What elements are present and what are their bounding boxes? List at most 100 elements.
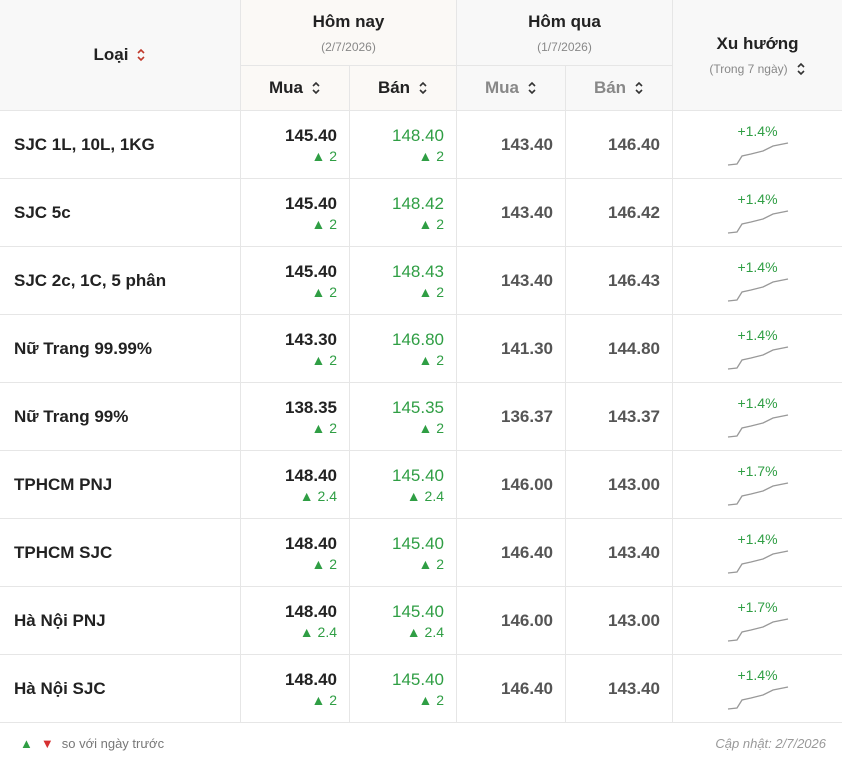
sort-icon[interactable] bbox=[136, 48, 146, 62]
sub-label: Mua bbox=[269, 78, 321, 98]
today-sell: 145.40 ▲ 2 bbox=[349, 655, 456, 723]
sub-text[interactable]: Bán bbox=[593, 78, 627, 97]
yesterday-sell: 143.40 bbox=[565, 655, 672, 723]
today-sell: 148.43 ▲ 2 bbox=[349, 247, 456, 315]
yesterday-sell: 146.42 bbox=[565, 179, 672, 247]
price: 146.42 bbox=[608, 202, 660, 222]
today-buy: 145.40 ▲ 2 bbox=[240, 111, 349, 179]
price: 148.40 bbox=[285, 533, 337, 553]
item-name: SJC 1L, 10L, 1KG bbox=[14, 134, 155, 154]
change: ▲ 2 bbox=[418, 419, 444, 436]
change: ▲ 2 bbox=[311, 215, 337, 232]
trend: +1.7% bbox=[672, 451, 842, 519]
price: 146.43 bbox=[608, 270, 660, 290]
yesterday-buy: 143.40 bbox=[456, 179, 565, 247]
yesterday-buy: 136.37 bbox=[456, 383, 565, 451]
price: 143.40 bbox=[501, 202, 553, 222]
trend-pct: +1.4% bbox=[737, 394, 778, 411]
today-sell: 145.40 ▲ 2 bbox=[349, 519, 456, 587]
today-buy: 145.40 ▲ 2 bbox=[240, 179, 349, 247]
price: 145.35 bbox=[392, 397, 444, 417]
yesterday-buy: 146.40 bbox=[456, 655, 565, 723]
today-sell: 145.40 ▲ 2.4 bbox=[349, 587, 456, 655]
price: 138.35 bbox=[285, 397, 337, 417]
change: ▲ 2 bbox=[311, 555, 337, 572]
sub-text[interactable]: Bán bbox=[377, 78, 411, 97]
today-buy: 148.40 ▲ 2.4 bbox=[240, 451, 349, 519]
row-name: Nữ Trang 99% bbox=[0, 383, 240, 451]
sort-icon[interactable] bbox=[527, 81, 537, 95]
sparkline bbox=[727, 345, 788, 370]
change: ▲ 2.4 bbox=[299, 623, 337, 640]
price: 145.40 bbox=[392, 465, 444, 485]
sparkline bbox=[727, 549, 788, 574]
trend-pct: +1.4% bbox=[737, 122, 778, 139]
price: 143.37 bbox=[608, 406, 660, 426]
row-name: Hà Nội SJC bbox=[0, 655, 240, 723]
price: 143.40 bbox=[501, 134, 553, 154]
item-name: Nữ Trang 99% bbox=[14, 406, 129, 426]
trend-note: (Trong 7 ngày) bbox=[709, 62, 805, 76]
today-sell: 148.42 ▲ 2 bbox=[349, 179, 456, 247]
change: ▲ 2 bbox=[418, 147, 444, 164]
legend-text: so với ngày trước bbox=[61, 736, 165, 751]
today-title: Hôm nay bbox=[312, 11, 385, 31]
price: 148.40 bbox=[285, 465, 337, 485]
change: ▲ 2 bbox=[418, 555, 444, 572]
sub-text[interactable]: Mua bbox=[269, 78, 303, 97]
row-name: SJC 2c, 1C, 5 phân bbox=[0, 247, 240, 315]
price: 145.40 bbox=[285, 125, 337, 145]
yesterday-buy: 146.00 bbox=[456, 451, 565, 519]
sort-icon[interactable] bbox=[418, 81, 428, 95]
price: 148.40 bbox=[392, 125, 444, 145]
sub-header: Mua bbox=[456, 66, 565, 111]
trend-note-text: (Trong 7 ngày) bbox=[709, 62, 788, 76]
row-name: SJC 5c bbox=[0, 179, 240, 247]
sub-label: Mua bbox=[485, 78, 537, 98]
footer-updated: Cập nhật: 2/7/2026 bbox=[715, 736, 826, 751]
sort-icon[interactable] bbox=[634, 81, 644, 95]
sort-icon[interactable] bbox=[311, 81, 321, 95]
price: 148.43 bbox=[392, 261, 444, 281]
sparkline bbox=[727, 413, 788, 438]
trend-pct: +1.4% bbox=[737, 258, 778, 275]
sort-icon[interactable] bbox=[796, 62, 806, 76]
yesterday-sell: 143.40 bbox=[565, 519, 672, 587]
sub-header: Bán bbox=[349, 66, 456, 111]
yesterday-buy: 146.40 bbox=[456, 519, 565, 587]
row-name: Nữ Trang 99.99% bbox=[0, 315, 240, 383]
price: 143.00 bbox=[608, 610, 660, 630]
trend-title: Xu hướng bbox=[716, 34, 799, 53]
type-text[interactable]: Loại bbox=[93, 45, 129, 64]
sub-text[interactable]: Mua bbox=[485, 78, 519, 97]
price: 143.40 bbox=[608, 678, 660, 698]
yesterday-sell: 146.40 bbox=[565, 111, 672, 179]
yesterday-sell: 143.00 bbox=[565, 451, 672, 519]
yesterday-buy: 143.40 bbox=[456, 111, 565, 179]
price: 148.40 bbox=[285, 669, 337, 689]
yesterday-buy: 146.00 bbox=[456, 587, 565, 655]
change: ▲ 2.4 bbox=[406, 487, 444, 504]
change: ▲ 2 bbox=[311, 283, 337, 300]
row-name: TPHCM PNJ bbox=[0, 451, 240, 519]
today-buy: 138.35 ▲ 2 bbox=[240, 383, 349, 451]
sparkline bbox=[727, 481, 788, 506]
sparkline bbox=[727, 209, 788, 234]
change: ▲ 2 bbox=[418, 215, 444, 232]
footer-legend: ▲ ▼ so với ngày trước bbox=[20, 723, 164, 764]
trend-pct: +1.4% bbox=[737, 190, 778, 207]
item-name: TPHCM PNJ bbox=[14, 474, 113, 494]
price: 148.40 bbox=[285, 601, 337, 621]
price: 145.40 bbox=[285, 261, 337, 281]
sparkline bbox=[727, 685, 788, 710]
item-name: SJC 5c bbox=[14, 202, 71, 222]
item-name: TPHCM SJC bbox=[14, 542, 113, 562]
price: 136.37 bbox=[501, 406, 553, 426]
row-name: Hà Nội PNJ bbox=[0, 587, 240, 655]
price: 143.30 bbox=[285, 329, 337, 349]
trend: +1.4% bbox=[672, 519, 842, 587]
trend: +1.4% bbox=[672, 179, 842, 247]
price: 141.30 bbox=[501, 338, 553, 358]
sparkline bbox=[727, 277, 788, 302]
